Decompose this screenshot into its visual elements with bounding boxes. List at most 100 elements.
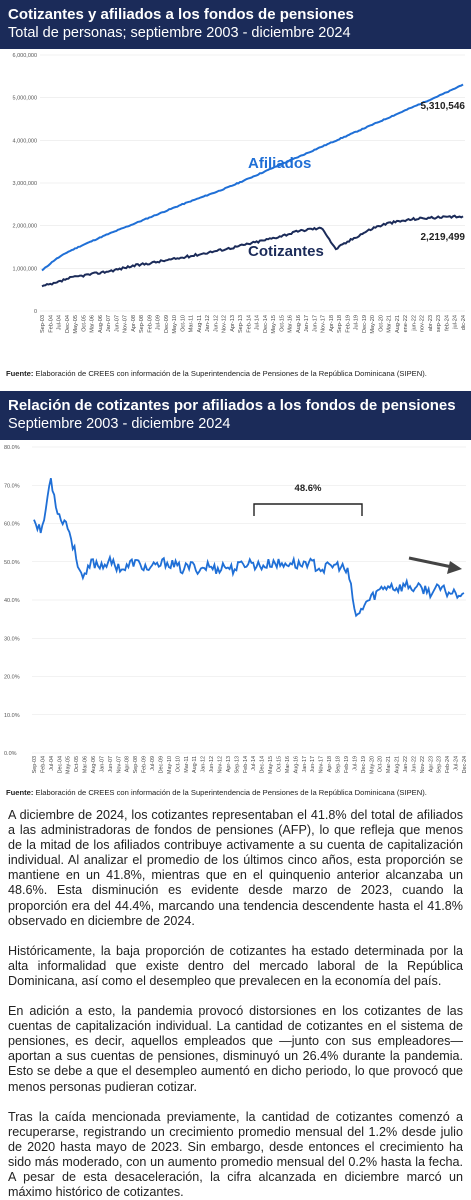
x-tick-label: May-15 xyxy=(268,756,274,774)
x-tick-label: jul-24 xyxy=(453,315,459,330)
x-tick-label: Mar-11 xyxy=(189,315,195,332)
y-tick-label: 2,000,000 xyxy=(13,224,37,230)
x-tick-label: Jan-07 xyxy=(106,315,112,332)
x-tick-label: Jun-12 xyxy=(209,756,215,772)
x-tick-label: Jun-07 xyxy=(108,756,114,772)
chart2-header: Relación de cotizantes por afiliados a l… xyxy=(0,391,471,440)
x-tick-label: Aug-06 xyxy=(98,315,104,333)
series-line-afiliados xyxy=(41,83,464,272)
y-tick-label: 0 xyxy=(34,309,37,315)
x-tick-label: Jan-17 xyxy=(304,315,310,332)
x-tick-label: Mar-06 xyxy=(90,315,96,333)
legend-label-afiliados: Afiliados xyxy=(248,155,311,172)
y-tick-label: 1,000,000 xyxy=(13,266,37,272)
x-tick-label: Oct-15 xyxy=(277,756,283,772)
x-tick-label: May-20 xyxy=(370,315,376,334)
x-tick-label: Feb-14 xyxy=(246,315,252,333)
x-tick-label: Feb-09 xyxy=(142,756,148,773)
x-tick-label: Nov-17 xyxy=(319,756,325,773)
x-tick-label: Apr-18 xyxy=(329,315,335,332)
x-tick-label: Nov-12 xyxy=(222,315,228,333)
x-tick-label: Dec-09 xyxy=(164,315,170,333)
x-tick-label: Oct-05 xyxy=(74,756,80,772)
y-tick-label: 70.0% xyxy=(4,483,20,489)
x-tick-label: Feb-24 xyxy=(445,756,451,773)
x-tick-label: Dec-24 xyxy=(462,756,468,773)
x-tick-label: Jun-12 xyxy=(213,315,219,332)
y-tick-label: 4,000,000 xyxy=(13,138,37,144)
x-tick-label: Sep-18 xyxy=(336,756,342,773)
bracket-annotation xyxy=(253,503,363,516)
y-tick-label: 50.0% xyxy=(4,560,20,566)
x-tick-label: Nov-22 xyxy=(420,756,426,773)
x-tick-label: sep-23 xyxy=(436,315,442,332)
x-tick-label: jun-22 xyxy=(411,315,417,332)
x-tick-label: Jul-04 xyxy=(49,756,55,771)
x-tick-label: May-05 xyxy=(73,315,79,334)
paragraph-4: Tras la caída mencionada previamente, la… xyxy=(8,1109,463,1200)
x-tick-label: Mar-21 xyxy=(386,756,392,773)
x-tick-label: Nov-07 xyxy=(116,756,122,773)
trend-arrow xyxy=(408,556,453,569)
x-tick-label: Aug-11 xyxy=(197,315,203,333)
x-tick-label: Nov-07 xyxy=(123,315,129,333)
x-tick-label: Feb-19 xyxy=(345,315,351,333)
x-tick-label: Feb-14 xyxy=(243,756,249,773)
x-tick-label: Oct-05 xyxy=(81,315,87,332)
x-tick-label: feb-24 xyxy=(444,315,450,331)
series-line-relacion xyxy=(33,478,465,618)
chart2-svg: 0.0% 10.0% 20.0% 30.0% 40.0% 50.0% 60.0% 70.0% 8… xyxy=(4,445,468,774)
x-tick-label: Jul-19 xyxy=(352,756,358,771)
y-tick-label: 30.0% xyxy=(4,636,20,642)
x-tick-label: Oct-10 xyxy=(180,315,186,332)
x-tick-label: May-20 xyxy=(369,756,375,774)
x-tick-label: Sep-08 xyxy=(133,756,139,773)
x-tick-label: Mar-06 xyxy=(83,756,89,773)
paragraph-1: A diciembre de 2024, los cotizantes repr… xyxy=(8,808,463,928)
x-tick-label: Aug-16 xyxy=(296,315,302,333)
x-tick-label: Apr-08 xyxy=(125,756,131,772)
legend-label-cotizantes: Cotizantes xyxy=(248,243,324,260)
y-tick-label: 20.0% xyxy=(4,675,20,681)
source-text: Elaboración de CREES con información de … xyxy=(35,788,427,797)
x-tick-label: Jun-17 xyxy=(310,756,316,772)
chart1-header: Cotizantes y afiliados a los fondos de p… xyxy=(0,0,471,49)
x-tick-label: Mar-11 xyxy=(184,756,190,773)
x-tick-label: Jul-09 xyxy=(156,315,162,330)
paragraph-3: En adición a esto, la pandemia provocó d… xyxy=(8,1004,463,1094)
x-tick-label: Oct-10 xyxy=(175,756,181,772)
x-tick-label: Oct-20 xyxy=(378,315,384,332)
x-tick-label: Mar-16 xyxy=(285,756,291,773)
series-line-cotizantes xyxy=(41,214,464,288)
x-tick-label: Oct-20 xyxy=(378,756,384,772)
x-tick-label: Jul-14 xyxy=(251,756,257,771)
x-tick-label: Apr-13 xyxy=(230,315,236,332)
x-tick-label: Dec-14 xyxy=(260,756,266,773)
y-tick-label: 60.0% xyxy=(4,522,20,528)
x-tick-label: Jun-22 xyxy=(411,756,417,772)
article-body: A diciembre de 2024, los cotizantes repr… xyxy=(0,802,471,1200)
x-tick-label: Apr-08 xyxy=(131,315,137,332)
y-tick-label: 80.0% xyxy=(4,445,20,451)
y-tick-label: 5,000,000 xyxy=(13,96,37,102)
x-tick-label: Jan-17 xyxy=(302,756,308,772)
chart1-source: Fuente: Elaboración de CREES con informa… xyxy=(0,366,471,383)
data-label-cotizantes: 2,219,499 xyxy=(421,232,466,243)
chart1-svg: 0 1,000,000 2,000,000 3,000,000 4,000,000 5,0… xyxy=(13,53,467,334)
x-tick-label: Nov-17 xyxy=(321,315,327,333)
x-tick-label: nov-22 xyxy=(420,315,426,332)
chart1-area: 0 1,000,000 2,000,000 3,000,000 4,000,000 5,0… xyxy=(0,49,471,366)
x-tick-label: May-05 xyxy=(66,756,72,774)
x-tick-label: Aug-06 xyxy=(91,756,97,773)
source-text: Elaboración de CREES con información de … xyxy=(35,369,427,378)
chart2-area: 0.0% 10.0% 20.0% 30.0% 40.0% 50.0% 60.0% 70.0% 8… xyxy=(0,440,471,785)
x-tick-label: May-10 xyxy=(167,756,173,774)
trend-arrow-head xyxy=(447,561,462,574)
x-tick-label: Jun-07 xyxy=(114,315,120,332)
x-tick-label: Dec-19 xyxy=(362,315,368,333)
x-tick-label: Jan-07 xyxy=(99,756,105,772)
x-tick-label: Aug-16 xyxy=(293,756,299,773)
x-tick-label: Sep-08 xyxy=(139,315,145,333)
x-tick-label: Feb-04 xyxy=(40,756,46,773)
x-tick-label: Jul-14 xyxy=(255,315,261,330)
